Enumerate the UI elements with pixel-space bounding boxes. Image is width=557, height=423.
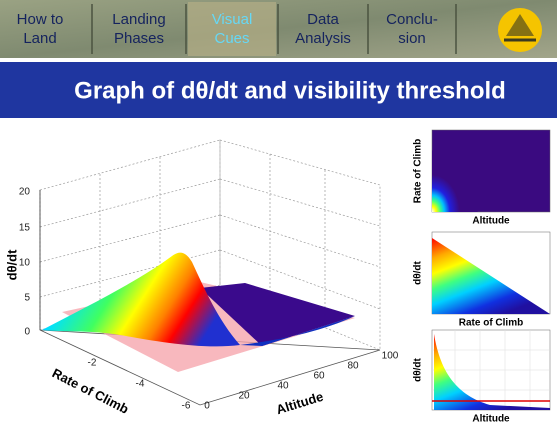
tab-label: Phases: [114, 30, 164, 47]
tab-label: Visual: [212, 11, 253, 28]
x-tick-label: -2: [88, 358, 97, 369]
x-tick-label: -6: [182, 401, 191, 412]
small-y-label: dθ/dt: [413, 357, 424, 381]
tab-label: Data: [307, 11, 339, 28]
logo: [498, 8, 542, 52]
y-tick-label: 100: [382, 351, 399, 362]
z-tick-label: 15: [19, 223, 31, 234]
slide: Graph of dθ/dt and visibility threshold: [0, 0, 557, 423]
tab-label: Analysis: [295, 30, 351, 47]
small-y-label: dθ/dt: [413, 260, 424, 284]
z-tick-label: 10: [19, 258, 31, 269]
y-tick-label: 40: [277, 381, 289, 392]
tab-label: Conclu-: [386, 11, 438, 28]
z-tick-label: 20: [19, 187, 31, 198]
y-tick-label: 0: [204, 401, 210, 412]
x-tick-label: -4: [136, 379, 145, 390]
small-x-label: Altitude: [472, 216, 510, 227]
tab-label: Land: [23, 30, 56, 47]
z-tick-label: 5: [24, 293, 30, 304]
small-plot-3: [432, 330, 550, 410]
small-x-label: Rate of Climb: [459, 318, 523, 329]
tab-label: Cues: [214, 30, 249, 47]
small-plot-1: [432, 130, 550, 212]
tab-label: How to: [17, 11, 64, 28]
y-tick-label: 80: [347, 361, 359, 372]
z-tick-label: 0: [24, 327, 30, 338]
y-tick-label: 20: [238, 391, 250, 402]
small-plot-2: [432, 232, 550, 314]
small-y-label: Rate of Climb: [413, 139, 424, 203]
y-tick-label: 60: [313, 371, 325, 382]
slide-title: Graph of dθ/dt and visibility threshold: [74, 77, 506, 104]
z-axis-label: dθ/dt: [4, 249, 19, 281]
tab-label: Landing: [112, 11, 165, 28]
tab-label: sion: [398, 30, 426, 47]
small-x-label: Altitude: [472, 414, 510, 423]
